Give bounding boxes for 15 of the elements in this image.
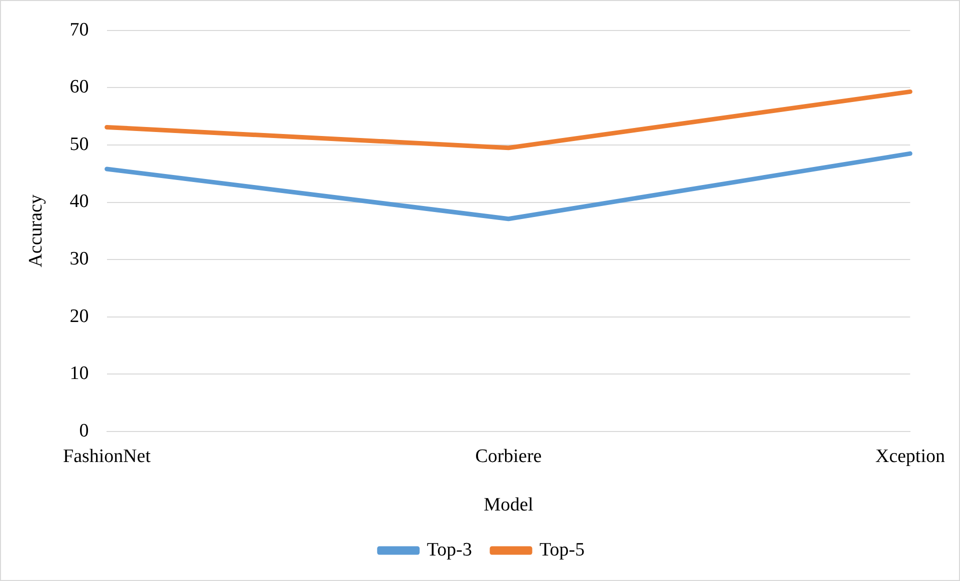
legend-label: Top-3 xyxy=(426,539,472,560)
x-tick-label: Xception xyxy=(875,446,946,467)
y-tick-label: 0 xyxy=(79,420,89,442)
y-tick-label: 70 xyxy=(70,19,89,40)
y-tick-label: 10 xyxy=(70,363,89,384)
y-tick-label: 60 xyxy=(70,76,89,98)
x-tick-label: FashionNet xyxy=(62,446,152,467)
y-tick-label: 50 xyxy=(70,134,89,155)
x-axis-title: Model xyxy=(484,494,534,516)
y-axis-title: Accuracy xyxy=(25,194,46,268)
y-tick-label: 20 xyxy=(70,306,89,327)
y-tick-label: 30 xyxy=(70,248,89,270)
x-tick-label: Corbiere xyxy=(475,446,542,467)
y-tick-label: 40 xyxy=(70,191,89,212)
legend-label: Top-5 xyxy=(540,539,585,560)
